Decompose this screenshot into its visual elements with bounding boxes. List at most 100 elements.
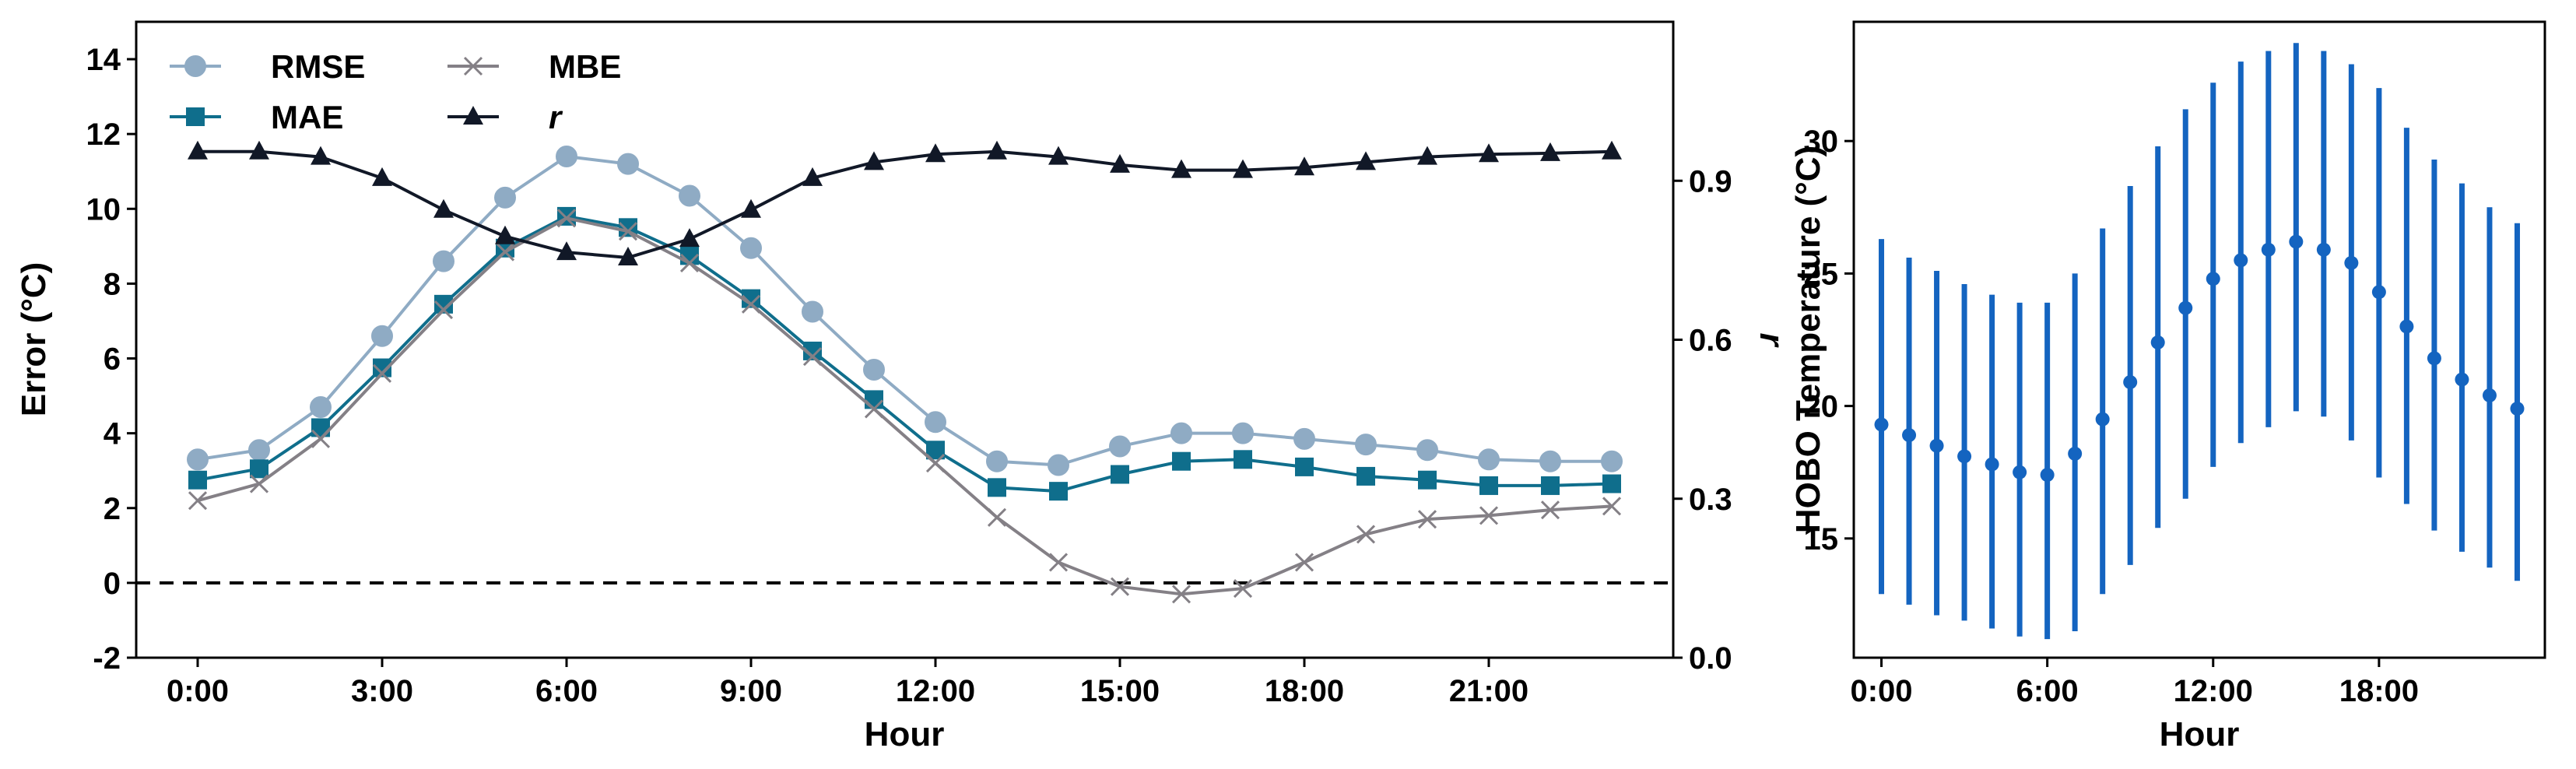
legend-marker-mae: [186, 107, 205, 126]
temperature-errorbar: [1902, 257, 1917, 605]
rmse-point: [679, 184, 700, 207]
r-line: [198, 149, 1613, 259]
temperature-x-axis-label: Hour: [2160, 715, 2240, 753]
temperature-mean-point: [2289, 234, 2304, 249]
left-y-axis-label: Error (°C): [15, 262, 53, 417]
r-point: [1233, 159, 1253, 178]
r-point: [495, 225, 515, 244]
temperature-mean-point: [2510, 402, 2525, 416]
mbe-point: [741, 294, 761, 314]
temperature-mean-point: [1929, 438, 1944, 453]
mbe-point-stroke-b: [1233, 579, 1253, 599]
r-point: [1417, 146, 1437, 165]
temperature-errorbar: [2510, 223, 2525, 581]
r-point: [188, 140, 208, 160]
temperature-errorbar: [2206, 83, 2220, 467]
legend-entry-mbe: MBE: [447, 48, 621, 85]
mae-point: [1111, 465, 1129, 484]
mbe-point: [556, 209, 577, 228]
r-point: [249, 140, 269, 160]
mae-point: [188, 470, 207, 490]
left-y-tick-label: 0: [104, 567, 121, 601]
mbe-point-stroke-b: [1356, 525, 1376, 544]
rmse-point: [1109, 435, 1131, 458]
rmse-point: [1416, 439, 1438, 462]
r-point: [925, 143, 946, 163]
mbe-point-stroke-b: [188, 491, 208, 511]
mbe-point: [433, 300, 454, 320]
r-point: [864, 151, 884, 170]
mbe-series: [188, 209, 1622, 604]
temperature-y-tick-label: 25: [1804, 257, 1839, 291]
mae-point: [1541, 476, 1560, 495]
temperature-y-tick-label: 15: [1804, 522, 1839, 557]
mae-point: [1049, 482, 1068, 501]
temperature-chart: 0:00 6:00 12:00 18:00 15 20 25 30 Hour HOBO Te…: [1789, 20, 2546, 753]
mbe-point-stroke-b: [987, 507, 1007, 527]
mbe-line: [197, 216, 1613, 596]
legend-entry-mae: MAE: [170, 99, 343, 135]
rmse-point: [371, 325, 393, 347]
mbe-point: [1233, 579, 1253, 599]
mbe-point: [188, 491, 208, 511]
temperature-mean-point: [2040, 468, 2055, 483]
temperature-mean-point: [1874, 417, 1889, 432]
left-x-tick-label: 18:00: [1265, 674, 1344, 708]
rmse-point: [248, 439, 270, 462]
temperature-x-tick-label: 12:00: [2174, 674, 2253, 708]
temperature-mean-point: [2261, 242, 2276, 257]
mbe-point: [495, 242, 515, 262]
r-point: [1602, 140, 1622, 160]
r-point: [1356, 151, 1376, 170]
rmse-point: [925, 411, 946, 434]
mbe-point: [864, 399, 884, 419]
rmse-point: [556, 146, 577, 168]
mbe-point-stroke-b: [1417, 510, 1437, 529]
temperature-mean-point: [2068, 446, 2083, 461]
mbe-point: [987, 507, 1007, 527]
mae-point: [311, 418, 330, 437]
r-point: [741, 198, 761, 218]
left-y-tick-label: 4: [104, 417, 121, 451]
mae-point: [1356, 466, 1375, 486]
r-point: [618, 246, 638, 265]
legend-entry-r: r: [447, 99, 563, 135]
mbe-point-stroke-b: [618, 222, 638, 241]
temperature-mean-point: [2482, 388, 2497, 402]
temperature-errorbar: [2399, 128, 2414, 504]
mbe-point: [311, 429, 331, 448]
left-y-tick-label: 8: [104, 267, 121, 301]
mae-point: [1418, 470, 1437, 490]
mbe-point-stroke-b: [249, 474, 269, 493]
mbe-point: [1048, 553, 1069, 572]
temperature-errorbar: [2261, 51, 2276, 427]
mbe-point-stroke-b: [925, 454, 946, 473]
mae-point: [1479, 476, 1498, 495]
mae-point: [1172, 451, 1191, 471]
rmse-point: [1293, 427, 1315, 450]
temperature-mean-point: [2095, 412, 2110, 427]
mbe-point-stroke-b: [679, 253, 700, 273]
temperature-x-tick-label: 0:00: [1850, 674, 1912, 708]
mbe-point: [372, 363, 392, 383]
r-point: [987, 140, 1007, 160]
mae-point: [1234, 450, 1252, 469]
rmse-point: [740, 237, 762, 259]
legend-marker-mbe-stroke-b: [463, 56, 483, 76]
temperature-mean-point: [2427, 351, 2441, 366]
rmse-point: [1478, 448, 1500, 471]
legend: RMSE MAE MBE r: [170, 48, 621, 135]
left-x-tick-label: 0:00: [167, 674, 229, 708]
right-plot-frame: [1852, 20, 2546, 659]
rmse-line: [197, 155, 1612, 467]
r-point: [679, 228, 700, 248]
left-y-tick-label: 14: [86, 43, 121, 77]
left-x-axis-ticks: 0:00 3:00 6:00 9:00 12:00 15:00 18:00 21:00: [167, 658, 1528, 708]
temperature-errorbar: [2068, 273, 2083, 631]
mbe-point-stroke-b: [1110, 577, 1130, 596]
temperature-errorbars-group: [1874, 43, 2525, 640]
temperature-mean-point: [2344, 255, 2359, 270]
left-y-tick-label: 2: [104, 492, 121, 526]
left-x-tick-label: 3:00: [351, 674, 413, 708]
temperature-errorbar: [2123, 186, 2138, 565]
